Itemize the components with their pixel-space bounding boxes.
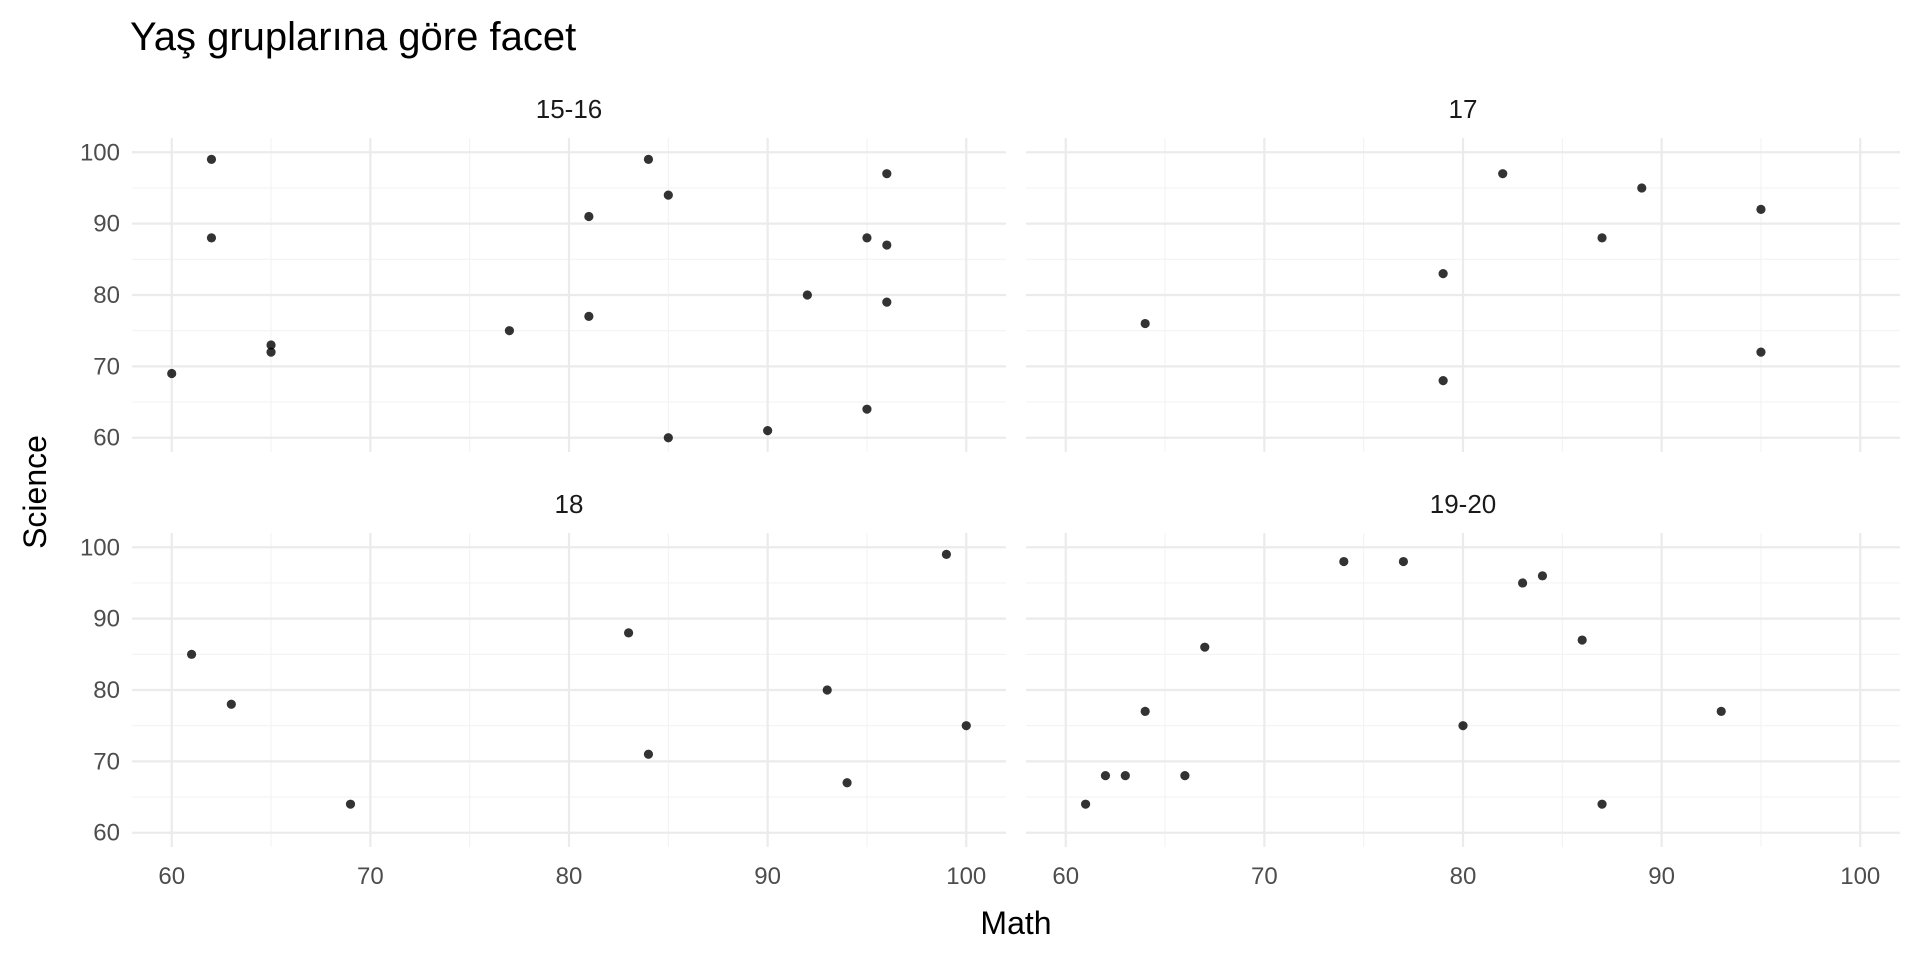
data-point	[1140, 318, 1150, 329]
y-tick-label: 70	[93, 353, 120, 380]
data-point	[663, 190, 673, 200]
data-point	[1597, 233, 1607, 243]
data-point	[1120, 771, 1130, 781]
data-point	[941, 549, 952, 560]
data-point	[862, 233, 872, 243]
data-point	[961, 721, 971, 731]
data-point	[1438, 268, 1448, 279]
x-tick-label: 90	[754, 863, 781, 890]
data-point	[584, 211, 594, 222]
data-point	[1100, 771, 1111, 781]
y-tick-label: 100	[80, 534, 120, 561]
x-tick-label: 80	[1450, 863, 1477, 890]
data-point	[1716, 706, 1726, 717]
data-point	[1498, 169, 1508, 179]
data-point	[1140, 706, 1150, 717]
x-tick-label: 100	[946, 863, 986, 890]
data-point	[1339, 556, 1349, 567]
data-point	[1537, 571, 1548, 581]
data-point	[206, 233, 217, 243]
x-tick-label: 60	[1052, 863, 1079, 890]
data-point	[266, 347, 276, 357]
data-point	[822, 685, 832, 695]
facet-strip-label: 17	[1449, 94, 1478, 124]
data-point	[663, 433, 673, 443]
data-point	[882, 240, 892, 250]
y-tick-label: 100	[80, 139, 120, 166]
facet-strip-label: 19-20	[1430, 489, 1497, 519]
data-point	[167, 368, 177, 379]
data-point	[862, 404, 872, 414]
data-point	[226, 699, 236, 709]
facet-panel-17: 17	[1026, 94, 1900, 452]
data-point	[1637, 183, 1647, 193]
data-point	[1458, 721, 1468, 731]
facet-strip-label: 18	[555, 489, 584, 519]
facet-strip-label: 15-16	[536, 94, 603, 124]
data-point	[1756, 347, 1766, 357]
facet-panel-18: 18 60 70 80 90 100 60 70 80 90 100	[80, 489, 1006, 890]
y-tick-label: 90	[93, 606, 120, 633]
x-tick-label: 90	[1648, 863, 1675, 890]
data-point	[266, 340, 276, 350]
data-point	[1438, 376, 1448, 386]
facet-panel-19-20: 19-20 60 70 80 90 100	[1026, 489, 1900, 890]
x-tick-label: 70	[357, 863, 384, 890]
y-tick-label: 60	[93, 425, 120, 452]
y-tick-label: 80	[93, 677, 120, 704]
data-point	[1756, 204, 1766, 214]
y-tick-label: 80	[93, 282, 120, 309]
data-point	[504, 326, 515, 336]
y-tick-label: 90	[93, 211, 120, 238]
data-point	[643, 749, 654, 759]
y-tick-label: 70	[93, 748, 120, 775]
data-point	[206, 154, 217, 165]
y-tick-label: 60	[93, 820, 120, 847]
x-tick-label: 60	[158, 863, 185, 890]
data-point	[1398, 556, 1409, 567]
chart-title: Yaş gruplarına göre facet	[130, 15, 576, 59]
data-point	[1080, 799, 1091, 809]
data-point	[802, 290, 812, 300]
data-point	[1597, 799, 1607, 809]
x-tick-label: 80	[556, 863, 583, 890]
data-point	[1577, 635, 1587, 645]
data-point	[763, 425, 773, 436]
data-point	[882, 169, 892, 179]
data-point	[584, 311, 594, 322]
data-point	[1200, 642, 1210, 652]
data-point	[1517, 578, 1528, 588]
data-point	[842, 778, 852, 788]
data-point	[882, 297, 892, 307]
data-point	[623, 628, 634, 638]
x-tick-label: 100	[1840, 863, 1880, 890]
facet-panel-15-16: 15-16 60 70 80 90 100	[80, 94, 1006, 452]
x-axis-label: Math	[980, 905, 1051, 941]
x-tick-label: 70	[1251, 863, 1278, 890]
data-point	[345, 799, 356, 809]
data-point	[643, 154, 654, 165]
y-axis-label: Science	[17, 435, 53, 549]
data-point	[186, 649, 197, 659]
data-point	[1180, 771, 1190, 781]
